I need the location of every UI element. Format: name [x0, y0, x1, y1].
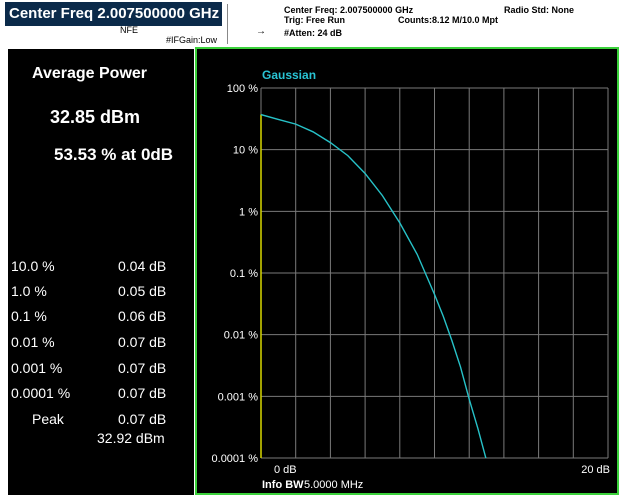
- y-tick-label: 100 %: [227, 83, 258, 95]
- radio-std-setting: Radio Std: None: [504, 5, 574, 15]
- status-header: Center Freq 2.007500000 GHz NFE #IFGain:…: [0, 0, 621, 48]
- ccdf-prob: 0.01 %: [11, 334, 55, 350]
- trace-label: Gaussian: [262, 68, 316, 82]
- ccdf-value: 0.07 dB: [118, 385, 167, 401]
- plot-frame: [195, 47, 619, 495]
- avg-power-label: Average Power: [32, 65, 148, 82]
- atten-setting: #Atten: 24 dB: [284, 28, 343, 38]
- center-freq-setting: Center Freq: 2.007500000 GHz: [284, 5, 414, 15]
- avg-power-value: 32.85 dBm: [50, 107, 141, 127]
- if-gain-indicator: #IFGain:Low: [166, 35, 218, 45]
- counts-readout: Counts:8.12 M/10.0 Mpt: [398, 15, 499, 25]
- y-tick-label: 0.0001 %: [212, 453, 259, 465]
- y-tick-label: 1 %: [239, 206, 258, 218]
- arrow-right-icon: →: [256, 26, 266, 37]
- peak-label: Peak: [32, 411, 64, 427]
- y-tick-label: 0.1 %: [230, 268, 258, 280]
- gaussian-trace: [261, 113, 487, 458]
- percent-at-0db: 53.53 % at 0dB: [54, 145, 174, 164]
- ccdf-value: 0.06 dB: [118, 308, 167, 324]
- info-bw-label: Info BW: [262, 479, 304, 491]
- ccdf-prob: 1.0 %: [11, 283, 47, 299]
- ccdf-value: 0.05 dB: [118, 283, 167, 299]
- ccdf-value: 0.07 dB: [118, 334, 167, 350]
- metrics-panel: Average Power 32.85 dBm 53.53 % at 0dB 1…: [8, 49, 194, 495]
- header-divider: [227, 4, 228, 44]
- x-start-label: 0 dB: [274, 464, 297, 476]
- center-freq-title[interactable]: Center Freq 2.007500000 GHz: [5, 2, 222, 26]
- ccdf-prob: 0.001 %: [11, 360, 63, 376]
- ccdf-prob: 0.0001 %: [11, 385, 71, 401]
- ccdf-prob: 10.0 %: [11, 258, 55, 274]
- y-tick-label: 10 %: [233, 145, 258, 157]
- ccdf-value: 0.07 dB: [118, 360, 167, 376]
- x-end-label: 20 dB: [581, 464, 610, 476]
- trigger-setting: Trig: Free Run: [284, 15, 346, 25]
- y-tick-label: 0.001 %: [218, 391, 259, 403]
- ccdf-prob: 0.1 %: [11, 308, 47, 324]
- nfe-indicator: NFE: [120, 25, 138, 35]
- peak-value-dbm: 32.92 dBm: [97, 430, 165, 446]
- ccdf-plot[interactable]: Gaussian 100 % 10 % 1 % 0.1 % 0.01 % 0.001 % 0…: [195, 47, 619, 495]
- ccdf-value: 0.04 dB: [118, 258, 167, 274]
- info-bw-value: 5.0000 MHz: [304, 479, 363, 491]
- peak-value-db: 0.07 dB: [118, 411, 167, 427]
- y-tick-label: 0.01 %: [224, 330, 258, 342]
